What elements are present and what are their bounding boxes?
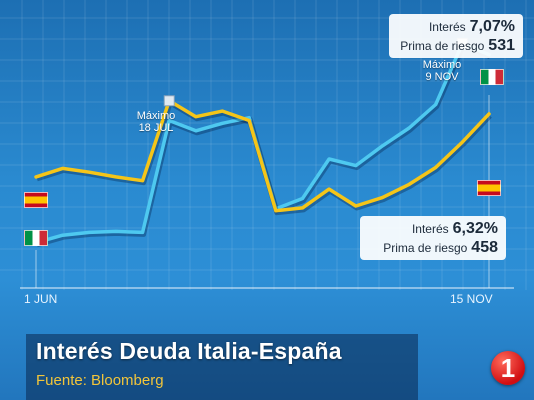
italy-flag-left	[24, 230, 48, 246]
peak-nov-line1: Máximo	[422, 59, 462, 71]
italy-interes-label: Interés	[428, 20, 466, 34]
spain-flag-right	[477, 180, 501, 196]
caption-source: Fuente: Bloomberg	[36, 372, 164, 389]
italy-prima-value: 531	[488, 37, 515, 55]
peak-jul-line2: 18 JUL	[138, 122, 174, 135]
series-layer	[34, 41, 492, 248]
italy-prima-label: Prima de riesgo	[400, 39, 485, 54]
italy-flag-right	[480, 69, 504, 85]
italy-interes-value: 7,07%	[469, 18, 515, 35]
x-end-label: 15 NOV	[450, 292, 493, 306]
peak-nov-line2: 9 NOV	[425, 71, 459, 84]
spain-prima-value: 458	[471, 239, 498, 257]
caption-band	[26, 334, 418, 400]
spain-interes-label: Interés	[411, 222, 449, 236]
x-start-label: 1 JUN	[24, 292, 58, 306]
spain-flag-left	[24, 192, 48, 208]
peak-jul-label: Máximo 18 JUL	[126, 110, 186, 134]
caption-title: Interés Deuda Italia-España	[36, 338, 342, 364]
peak-marker-peak-jul	[163, 95, 175, 107]
peak-nov-label: Máximo 9 NOV	[412, 59, 472, 83]
spain-interes-value: 6,32%	[452, 220, 498, 237]
tve-logo: 1	[491, 351, 525, 385]
spain-prima-label: Prima de riesgo	[383, 241, 468, 256]
series-line-españa	[34, 99, 491, 213]
peak-jul-line1: Máximo	[136, 110, 176, 122]
italy-callout: Interés 7,07% Prima de riesgo 531	[389, 14, 523, 59]
spain-callout: Interés 6,32% Prima de riesgo 458	[360, 216, 506, 261]
